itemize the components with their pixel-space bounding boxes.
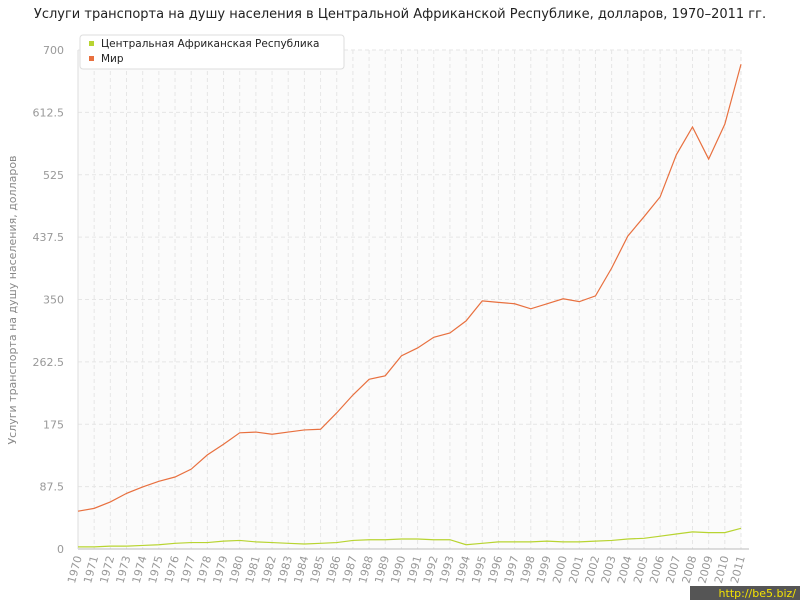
y-tick-label: 700 bbox=[43, 44, 64, 57]
y-tick-label: 175 bbox=[43, 418, 64, 431]
watermark: http://be5.biz/ bbox=[719, 587, 797, 600]
y-tick-label: 437.5 bbox=[33, 231, 65, 244]
series-line bbox=[77, 64, 742, 512]
legend-label: Мир bbox=[101, 53, 124, 65]
legend: Центральная Африканская Республика Мир bbox=[79, 34, 345, 70]
y-axis-label: Услуги транспорта на душу населения, дол… bbox=[6, 155, 19, 444]
legend-box bbox=[79, 34, 345, 70]
y-tick-label: 612.5 bbox=[33, 106, 65, 119]
legend-label: Центральная Африканская Республика bbox=[101, 38, 319, 50]
series-line bbox=[78, 527, 742, 548]
watermark-bg bbox=[690, 586, 800, 600]
y-tick-label: 87.5 bbox=[40, 481, 65, 494]
y-tick-label: 525 bbox=[43, 169, 64, 182]
chart-title: Услуги транспорта на душу населения в Це… bbox=[34, 7, 766, 22]
legend-swatch bbox=[89, 56, 94, 61]
y-tick-label: 262.5 bbox=[33, 356, 65, 369]
y-tick-label: 0 bbox=[57, 543, 64, 556]
legend-swatch bbox=[89, 41, 94, 46]
y-tick-label: 350 bbox=[43, 294, 64, 307]
